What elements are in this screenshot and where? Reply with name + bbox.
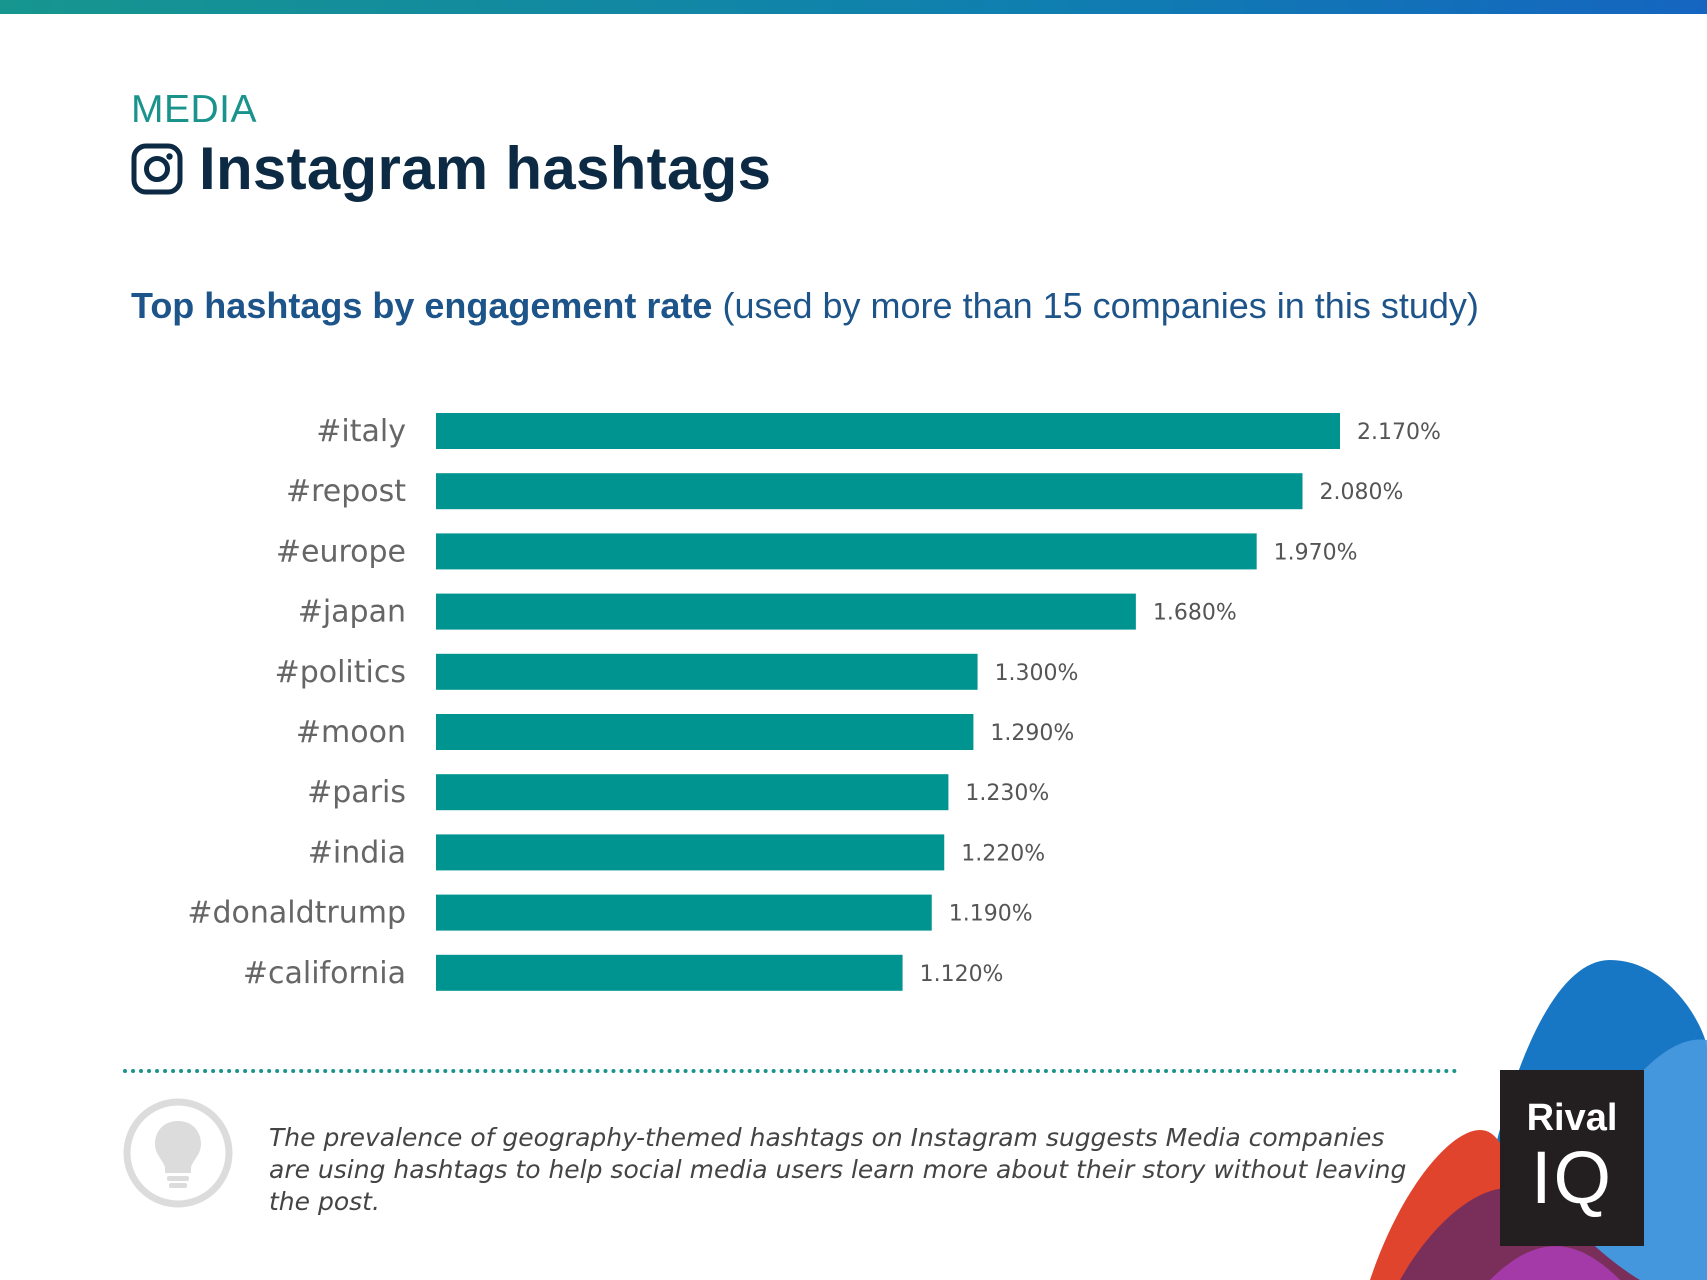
insight-note: The prevalence of geography-themed hasht…	[269, 1123, 1407, 1216]
bar	[436, 894, 932, 931]
page-title-row: Instagram hashtags	[131, 134, 771, 203]
chart-subtitle-rest: (used by more than 15 companies in this …	[722, 285, 1479, 326]
bar	[436, 413, 1340, 449]
dotted-divider	[123, 1069, 1458, 1073]
category-label: #repost	[286, 474, 406, 509]
value-label: 1.120%	[920, 962, 1004, 987]
category-label: #donaldtrump	[187, 896, 406, 931]
value-label: 1.190%	[949, 902, 1033, 927]
bar	[436, 593, 1136, 630]
top-accent-bar	[0, 0, 1707, 14]
value-label: 1.220%	[961, 841, 1045, 866]
bar	[436, 954, 903, 991]
value-label: 2.170%	[1357, 420, 1441, 445]
value-label: 2.080%	[1320, 480, 1404, 505]
category-label: #politics	[275, 655, 406, 690]
category-label: #europe	[276, 534, 406, 569]
value-label: 1.230%	[965, 781, 1049, 806]
category-label: MEDIA	[131, 88, 258, 131]
instagram-icon	[131, 143, 183, 194]
category-label: #moon	[296, 715, 406, 750]
category-label: #paris	[307, 775, 406, 810]
logo-line-iq: IQ	[1530, 1136, 1614, 1219]
chart-subtitle: Top hashtags by engagement rate (used by…	[131, 285, 1479, 327]
chart-subtitle-bold: Top hashtags by engagement rate	[131, 285, 713, 326]
category-label: #japan	[298, 595, 406, 630]
category-label: #california	[243, 956, 406, 991]
bar	[436, 653, 978, 690]
value-label: 1.680%	[1153, 601, 1237, 626]
value-label: 1.290%	[990, 721, 1074, 746]
bar	[436, 834, 945, 871]
bar	[436, 774, 949, 811]
bar	[436, 533, 1257, 570]
rival-iq-logo: Rival IQ	[1500, 1070, 1644, 1246]
bar	[436, 714, 974, 750]
page-title: Instagram hashtags	[199, 135, 772, 202]
value-label: 1.300%	[995, 661, 1079, 686]
value-label: 1.970%	[1274, 540, 1358, 565]
bar-chart: #italy 2.170% #repost 2.080% #europe 1.970% #j…	[187, 413, 1441, 991]
logo-line-rival: Rival	[1526, 1097, 1618, 1139]
category-label: #italy	[316, 414, 406, 449]
bar	[436, 473, 1303, 510]
category-label: #india	[308, 835, 406, 870]
lightbulb-icon	[123, 1098, 233, 1208]
